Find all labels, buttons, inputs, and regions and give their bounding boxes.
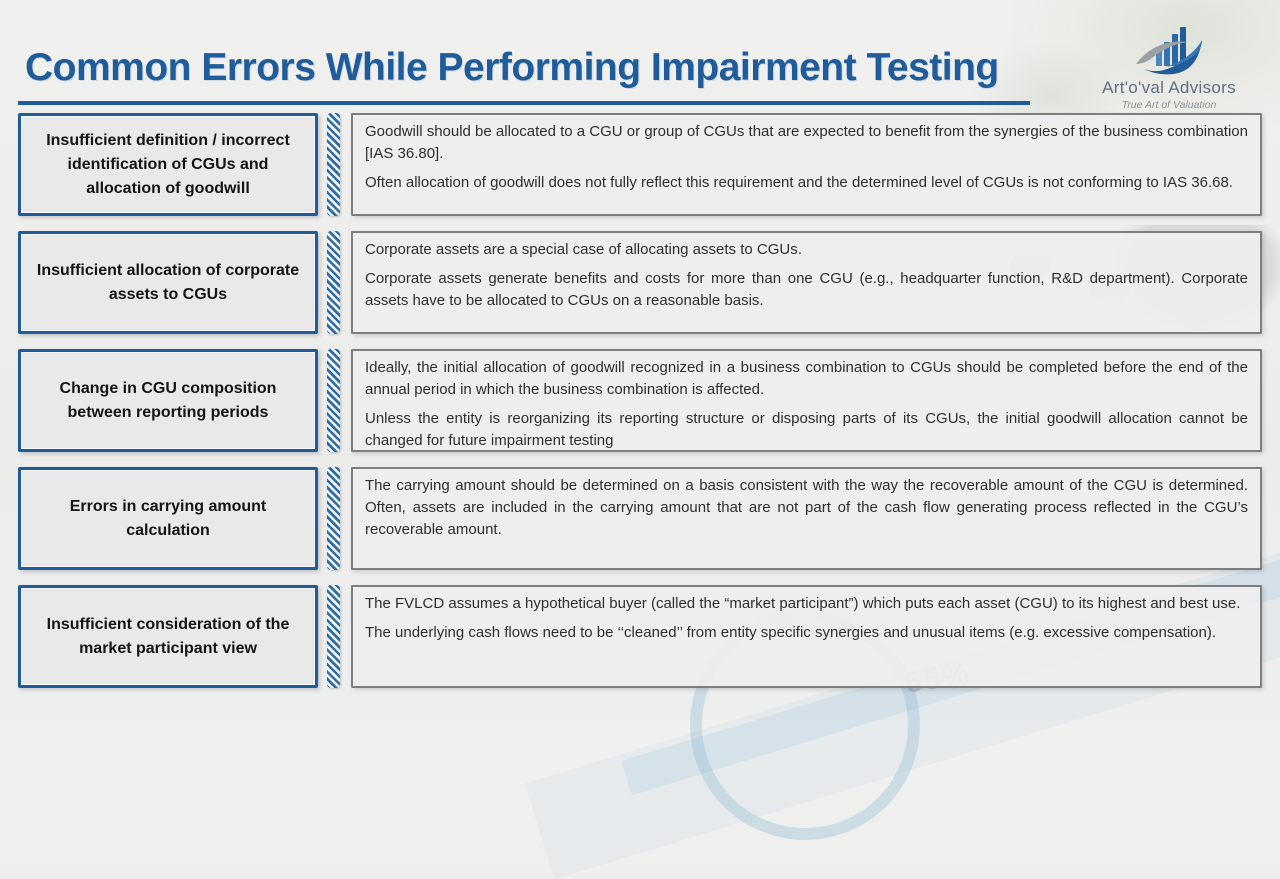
error-title-box: Insufficient allocation of corporate ass… — [18, 231, 318, 334]
error-row-corporate-assets: Insufficient allocation of corporate ass… — [18, 231, 1262, 334]
logo-name: Art'o'val Advisors — [1102, 78, 1236, 97]
error-detail-box: Ideally, the initial allocation of goodw… — [351, 349, 1262, 452]
hatch-connector — [327, 585, 340, 688]
detail-paragraph: The carrying amount should be determined… — [365, 477, 1248, 539]
error-title-box: Insufficient definition / incorrect iden… — [18, 113, 318, 216]
error-detail-box: The FVLCD assumes a hypothetical buyer (… — [351, 585, 1262, 688]
error-row-goodwill-allocation: Insufficient definition / incorrect iden… — [18, 113, 1262, 216]
error-title: Errors in carrying amount calculation — [69, 497, 267, 539]
error-title-box: Insufficient consideration of the market… — [18, 585, 318, 688]
logo-tagline: True Art of Valuation — [1121, 99, 1217, 111]
title-underline — [18, 101, 1030, 105]
detail-paragraph: The underlying cash flows need to be ‘‘c… — [365, 624, 1217, 642]
error-title-box: Errors in carrying amount calculation — [18, 467, 318, 570]
detail-paragraph: Ideally, the initial allocation of goodw… — [365, 359, 1248, 399]
detail-paragraph: Often allocation of goodwill does not fu… — [365, 174, 1233, 192]
error-detail-box: The carrying amount should be determined… — [351, 467, 1262, 570]
error-title: Insufficient allocation of corporate ass… — [36, 261, 300, 303]
hatch-connector — [327, 113, 340, 216]
error-title: Change in CGU composition between report… — [59, 379, 277, 421]
error-row-market-participant: Insufficient consideration of the market… — [18, 585, 1262, 688]
error-detail-box: Goodwill should be allocated to a CGU or… — [351, 113, 1262, 216]
error-row-carrying-amount: Errors in carrying amount calculation Th… — [18, 467, 1262, 570]
error-title-box: Change in CGU composition between report… — [18, 349, 318, 452]
detail-paragraph: Goodwill should be allocated to a CGU or… — [365, 123, 1248, 163]
hatch-connector — [327, 349, 340, 452]
error-title: Insufficient definition / incorrect iden… — [46, 131, 290, 197]
detail-paragraph: Corporate assets are a special case of a… — [365, 241, 802, 258]
error-title: Insufficient consideration of the market… — [46, 615, 290, 657]
error-detail-box: Corporate assets are a special case of a… — [351, 231, 1262, 334]
error-row-cgu-composition: Change in CGU composition between report… — [18, 349, 1262, 452]
page-title: Common Errors While Performing Impairmen… — [25, 46, 999, 89]
hatch-connector — [327, 231, 340, 334]
detail-paragraph: Unless the entity is reorganizing its re… — [365, 410, 1248, 450]
hatch-connector — [327, 467, 340, 570]
detail-paragraph: The FVLCD assumes a hypothetical buyer (… — [365, 595, 1241, 612]
bar-chart-swoosh-icon — [1136, 27, 1202, 75]
detail-paragraph: Corporate assets generate benefits and c… — [365, 270, 1248, 310]
company-logo: Art'o'val Advisors True Art of Valuation — [1084, 24, 1254, 111]
error-list: Insufficient definition / incorrect iden… — [18, 113, 1262, 688]
